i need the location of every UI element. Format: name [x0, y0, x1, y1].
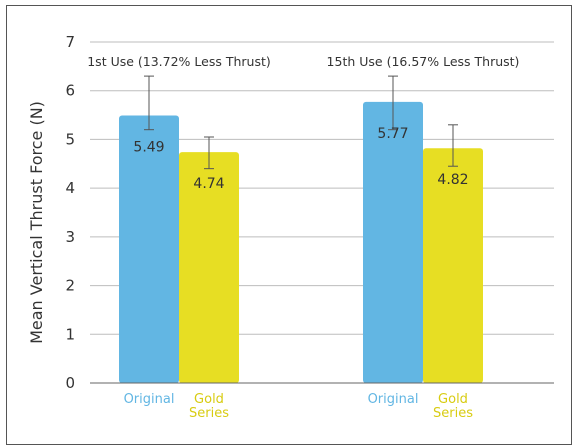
- category-label: Series: [189, 406, 229, 421]
- category-label: Original: [124, 392, 175, 407]
- category-label: Gold: [438, 392, 468, 407]
- value-label: 4.74: [193, 176, 224, 192]
- group-annotations: 1st Use (13.72% Less Thrust) 15th Use (16…: [87, 54, 519, 69]
- category-label: Series: [433, 406, 473, 421]
- error-bars: [144, 75, 458, 170]
- bar: [119, 115, 179, 384]
- bars: [119, 101, 483, 384]
- bar: [179, 152, 239, 383]
- category-label: Original: [368, 392, 419, 407]
- y-tick-label: 3: [65, 228, 75, 246]
- value-label: 4.82: [437, 172, 468, 188]
- y-tick-label: 4: [65, 179, 75, 197]
- y-tick-label: 0: [65, 374, 75, 392]
- bar: [363, 101, 423, 383]
- y-tick-label: 1: [65, 325, 75, 343]
- y-axis-label: Mean Vertical Thrust Force (N): [27, 101, 46, 344]
- bar: [423, 148, 483, 383]
- y-tick-label: 7: [65, 33, 75, 51]
- y-tick-label: 2: [65, 277, 75, 295]
- value-labels: 5.49 4.74 5.77 4.82: [133, 126, 468, 192]
- value-label: 5.77: [377, 126, 408, 142]
- group-annotation: 15th Use (16.57% Less Thrust): [327, 54, 520, 69]
- group-annotation: 1st Use (13.72% Less Thrust): [87, 54, 271, 69]
- y-tick-label: 6: [65, 82, 75, 100]
- y-tick-labels: 0 1 2 3 4 5 6 7: [65, 33, 75, 392]
- y-tick-label: 5: [65, 130, 75, 148]
- category-label: Gold: [194, 392, 224, 407]
- value-label: 5.49: [133, 140, 164, 156]
